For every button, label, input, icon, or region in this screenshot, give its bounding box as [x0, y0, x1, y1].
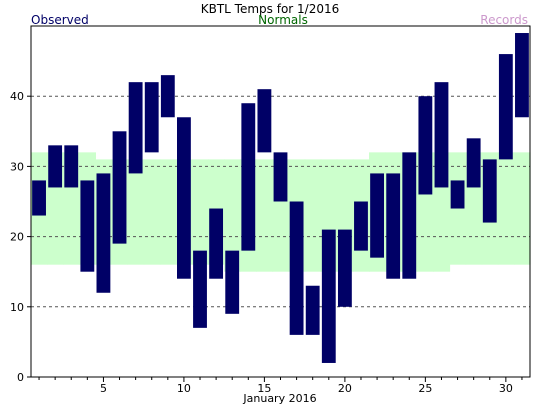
x-tick-label-5: 5: [100, 382, 107, 395]
observed-bar-day-5: [96, 173, 111, 293]
normal-range-day-15: [256, 159, 274, 272]
observed-bar-day-28: [466, 138, 481, 188]
observed-bar-day-13: [225, 250, 240, 314]
chart-title: KBTL Temps for 1/2016: [201, 2, 340, 16]
observed-bar-day-7: [128, 82, 143, 174]
y-tick-label-30: 30: [10, 160, 24, 173]
observed-bar-day-12: [209, 208, 224, 279]
observed-bar-day-30: [498, 54, 513, 160]
x-tick-label-20: 20: [338, 382, 352, 395]
observed-bar-day-11: [193, 250, 207, 328]
observed-bar-day-29: [482, 159, 497, 223]
observed-bar-day-18: [305, 285, 320, 335]
normal-range-day-18: [304, 159, 322, 272]
normal-range-day-11: [191, 159, 209, 265]
y-tick-label-40: 40: [10, 90, 24, 103]
y-tick-label-20: 20: [10, 231, 24, 244]
y-tick-label-0: 0: [17, 371, 24, 384]
legend-records: Records: [480, 13, 528, 27]
x-tick-label-30: 30: [499, 382, 513, 395]
observed-bar-day-4: [80, 180, 95, 272]
normal-range-day-8: [143, 159, 161, 265]
observed-bar-day-1: [32, 180, 46, 216]
x-axis-label: January 2016: [242, 392, 316, 405]
observed-bar-day-26: [434, 82, 449, 188]
observed-bar-day-22: [370, 173, 384, 258]
observed-bar-day-3: [64, 145, 79, 188]
normal-range-day-7: [127, 159, 145, 265]
observed-bar-day-20: [337, 229, 352, 307]
observed-bar-day-17: [289, 201, 304, 335]
observed-bar-day-9: [160, 75, 175, 118]
observed-bar-day-6: [112, 131, 127, 244]
legend-observed: Observed: [31, 13, 89, 27]
normal-range-day-9: [159, 159, 177, 265]
observed-bar-day-14: [241, 103, 256, 251]
observed-bar-day-27: [450, 180, 465, 209]
observed-bar-day-8: [144, 82, 159, 153]
x-axis: 5 10 15 20 25 30: [38, 377, 523, 395]
observed-bars: [32, 33, 529, 363]
observed-bar-day-10: [177, 117, 191, 279]
y-axis: 0 10 20 30 40: [10, 90, 31, 384]
observed-bar-day-24: [402, 152, 417, 279]
normal-range-day-13: [224, 159, 241, 272]
observed-bar-day-21: [354, 201, 368, 251]
x-tick-label-10: 10: [177, 382, 191, 395]
observed-bar-day-2: [48, 145, 63, 188]
x-tick-label-15: 15: [257, 382, 271, 395]
observed-bar-day-16: [273, 152, 288, 202]
observed-bar-day-23: [386, 173, 401, 279]
y-tick-label-10: 10: [10, 301, 24, 314]
x-tick-label-25: 25: [418, 382, 432, 395]
observed-bar-day-25: [418, 96, 433, 195]
observed-bar-day-31: [515, 33, 529, 118]
normal-range-day-30: [497, 152, 515, 265]
observed-bar-day-15: [257, 89, 272, 153]
observed-bar-day-19: [321, 229, 336, 363]
legend-normals: Normals: [258, 13, 308, 27]
normal-range-day-31: [513, 152, 531, 265]
